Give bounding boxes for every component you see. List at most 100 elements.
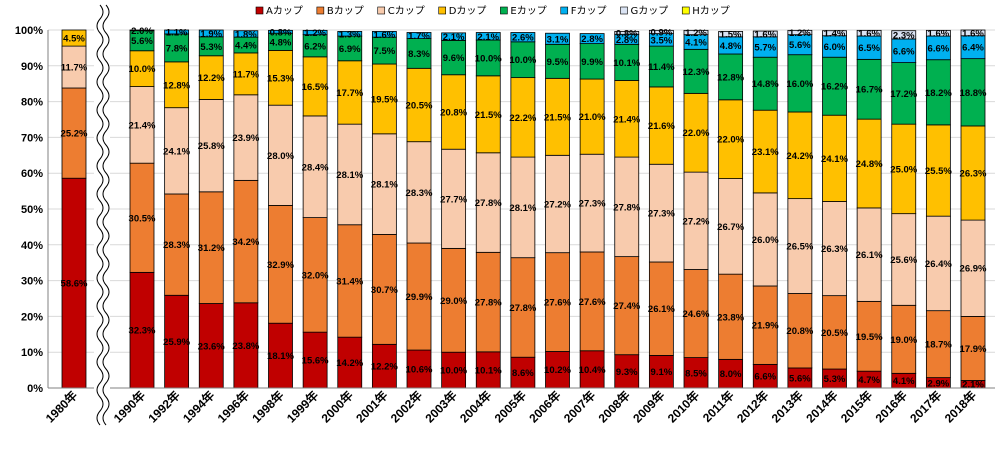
data-label: 17.2% [890, 89, 917, 100]
data-label: 28.1% [371, 180, 398, 191]
bar-segment-2 [683, 269, 709, 358]
bar-segment-3 [406, 141, 432, 244]
data-label: 17.9% [960, 344, 987, 355]
bar-segment-4 [406, 67, 432, 143]
data-label: 24.2% [786, 151, 813, 162]
legend-label: Cカップ [388, 5, 425, 17]
data-label: 18.2% [925, 88, 952, 99]
bar-segment-7 [614, 31, 640, 35]
data-label: 28.4% [302, 162, 329, 173]
bar-segment-5 [822, 56, 847, 116]
data-label: 2.3% [893, 30, 915, 41]
data-label: 25.2% [61, 129, 88, 140]
bar-segment-6 [198, 29, 224, 38]
data-label: 6.6% [754, 372, 776, 383]
data-label: 30.5% [129, 213, 156, 224]
data-label: 14.8% [752, 79, 779, 90]
bar-segment-5 [683, 48, 709, 94]
legend-item-5: Eカップ [500, 5, 547, 17]
bar-segment-5 [648, 45, 674, 88]
bar-segment-5 [960, 58, 986, 127]
data-label: 2.1% [443, 32, 465, 43]
data-label: 12.2% [371, 362, 398, 373]
data-label: 16.2% [821, 82, 848, 93]
data-label: 19.5% [856, 332, 883, 343]
bar-segment-7 [891, 30, 917, 40]
x-category-label: 2015年 [837, 388, 875, 426]
axes: 0% 10% 20% 30% 40% 50% 60% 70% 80% 90% 100% 1980年 19… [15, 4, 995, 448]
bar-segment-6 [579, 33, 605, 45]
data-label: 8.6% [512, 368, 534, 379]
bar-segment-4 [129, 50, 155, 87]
y-tick-label: 90% [21, 61, 43, 73]
bar-segment-3 [718, 178, 744, 275]
bar-segment-5 [371, 36, 397, 65]
legend-item-6: Fカップ [560, 5, 607, 17]
bar-segment-3 [302, 115, 328, 218]
bar-segment-3 [752, 192, 778, 287]
bar-segment-4 [579, 78, 605, 155]
bar-segment-1 [441, 351, 467, 389]
data-label: 6.6% [928, 43, 950, 54]
y-tick-label: 70% [21, 132, 43, 144]
bar-segment-4 [302, 56, 328, 117]
x-category-label: 2002年 [387, 388, 425, 426]
bar-segment-1 [545, 351, 570, 389]
bar-segment-5 [752, 56, 778, 111]
x-category-label: 1996年 [214, 388, 252, 426]
data-label: 1.5% [720, 30, 742, 41]
data-label: 26.4% [925, 259, 952, 270]
data-label: 1.6% [858, 29, 880, 40]
data-label: 9.1% [651, 367, 673, 378]
data-label: 6.2% [304, 41, 326, 52]
data-label: 20.8% [786, 326, 813, 337]
data-label: 21.5% [544, 112, 571, 123]
bar-segment-4 [545, 77, 570, 156]
bar-segment-1 [648, 355, 674, 389]
data-label: 26.9% [960, 264, 987, 275]
bar-segment-6 [233, 30, 259, 38]
data-label: 34.2% [232, 237, 259, 248]
x-category-label: 2012年 [733, 388, 771, 426]
x-category-label: 2008年 [595, 388, 633, 426]
data-label: 21.5% [475, 110, 502, 121]
data-label: 18.7% [925, 340, 952, 351]
x-category-label: 2009年 [630, 388, 668, 426]
data-label: 27.3% [648, 209, 675, 220]
data-label: 25.5% [925, 166, 952, 177]
bar-segment-4 [683, 92, 709, 173]
data-label: 20.5% [406, 101, 433, 112]
x-category-label: 2006年 [526, 388, 564, 426]
data-label: 12.2% [198, 73, 225, 84]
data-label: 32.3% [129, 326, 156, 337]
data-label: 24.6% [683, 309, 710, 320]
bar-segment-2 [302, 217, 328, 333]
data-label: 20.8% [440, 107, 467, 118]
bar-segment-6 [371, 31, 397, 38]
data-label: 26.1% [856, 250, 883, 261]
data-label: 32.9% [267, 260, 294, 271]
bar-segment-3 [268, 104, 293, 206]
data-label: 26.5% [786, 242, 813, 253]
bar-segment-4 [268, 50, 293, 106]
data-label: 1.6% [754, 29, 776, 40]
bar-segment-5 [787, 54, 813, 113]
data-label: 1.4% [824, 29, 846, 40]
bar-segment-6 [129, 29, 155, 32]
data-label: 0.8% [270, 27, 292, 38]
data-label: 20.5% [821, 328, 848, 339]
bar-segment-2 [718, 273, 744, 360]
data-label: 12.3% [683, 67, 710, 78]
data-label: 58.6% [61, 279, 88, 290]
bar-segment-6 [545, 32, 570, 45]
x-category-label: 1980年 [42, 388, 80, 426]
data-label: 30.7% [371, 285, 398, 296]
legend-swatch [438, 6, 447, 15]
bar-segment-5 [510, 41, 536, 79]
bar-segment-2 [198, 191, 224, 304]
data-label: 1.2% [304, 28, 326, 39]
bar-segment-2 [510, 257, 536, 358]
bar-segment-5 [337, 35, 363, 62]
data-label: 10.4% [579, 365, 606, 376]
data-label: 9.5% [547, 57, 569, 68]
